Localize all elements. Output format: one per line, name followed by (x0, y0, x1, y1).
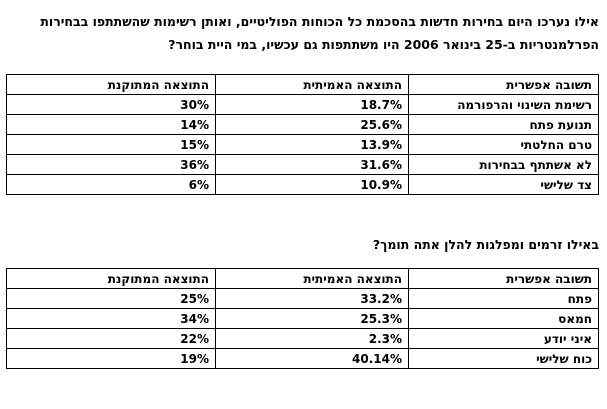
question-1-line-1: אילו נערכו היום בחירות חדשות בהסכמת כל ה… (40, 14, 599, 29)
actual-result-cell: 31.6% (215, 154, 409, 175)
actual-result-cell: 25.6% (215, 114, 409, 135)
actual-result-cell: 40.14% (215, 348, 409, 369)
table-header-row: תשובה אפשרית התוצאה האמיתית התוצאה המתוק… (6, 74, 599, 95)
actual-result-cell: 13.9% (215, 134, 409, 155)
table-row: תנועת פתח 25.6% 14% (6, 114, 599, 135)
actual-result-cell: 18.7% (215, 94, 409, 115)
weighted-result-cell: 30% (6, 94, 216, 115)
results-table-1: תשובה אפשרית התוצאה האמיתית התוצאה המתוק… (6, 74, 599, 195)
table-header-row: תשובה אפשרית התוצאה האמיתית התוצאה המתוק… (6, 268, 599, 289)
question-1: אילו נערכו היום בחירות חדשות בהסכמת כל ה… (40, 10, 599, 56)
table-row: טרם החלטתי 13.9% 15% (6, 134, 599, 155)
table-row: פתח 33.2% 25% (6, 288, 599, 309)
header-weighted-result: התוצאה המתוקנת (6, 74, 216, 95)
header-weighted-result: התוצאה המתוקנת (6, 268, 216, 289)
weighted-result-cell: 22% (6, 328, 216, 349)
header-actual-result: התוצאה האמיתית (215, 268, 409, 289)
table-row: רשימת השינוי והרפורמה 18.7% 30% (6, 94, 599, 115)
weighted-result-cell: 34% (6, 308, 216, 329)
table-row: כוח שלישי 40.14% 19% (6, 348, 599, 369)
weighted-result-cell: 6% (6, 174, 216, 195)
answer-cell: רשימת השינוי והרפורמה (408, 94, 599, 115)
answer-cell: לא אשתתף בבחירות (408, 154, 599, 175)
weighted-result-cell: 19% (6, 348, 216, 369)
actual-result-cell: 33.2% (215, 288, 409, 309)
actual-result-cell: 25.3% (215, 308, 409, 329)
table-row: איני יודע 2.3% 22% (6, 328, 599, 349)
weighted-result-cell: 15% (6, 134, 216, 155)
results-table-2: תשובה אפשרית התוצאה האמיתית התוצאה המתוק… (6, 268, 599, 369)
table-row: לא אשתתף בבחירות 31.6% 36% (6, 154, 599, 175)
answer-cell: חמאס (408, 308, 599, 329)
answer-cell: פתח (408, 288, 599, 309)
answer-cell: תנועת פתח (408, 114, 599, 135)
header-answer: תשובה אפשרית (408, 268, 599, 289)
table-row: צד שלישי 10.9% 6% (6, 174, 599, 195)
question-2: באילו זרמים ומפלגות להלן אתה תומך? (373, 233, 599, 256)
actual-result-cell: 10.9% (215, 174, 409, 195)
question-2-line-1: באילו זרמים ומפלגות להלן אתה תומך? (372, 237, 599, 252)
question-1-line-2: הפרלמנטריות ב-25 בינואר 2006 היו משתתפות… (168, 37, 599, 52)
answer-cell: טרם החלטתי (408, 134, 599, 155)
actual-result-cell: 2.3% (215, 328, 409, 349)
header-answer: תשובה אפשרית (408, 74, 599, 95)
answer-cell: צד שלישי (408, 174, 599, 195)
weighted-result-cell: 36% (6, 154, 216, 175)
table-row: חמאס 25.3% 34% (6, 308, 599, 329)
answer-cell: כוח שלישי (408, 348, 599, 369)
weighted-result-cell: 14% (6, 114, 216, 135)
answer-cell: איני יודע (408, 328, 599, 349)
header-actual-result: התוצאה האמיתית (215, 74, 409, 95)
weighted-result-cell: 25% (6, 288, 216, 309)
